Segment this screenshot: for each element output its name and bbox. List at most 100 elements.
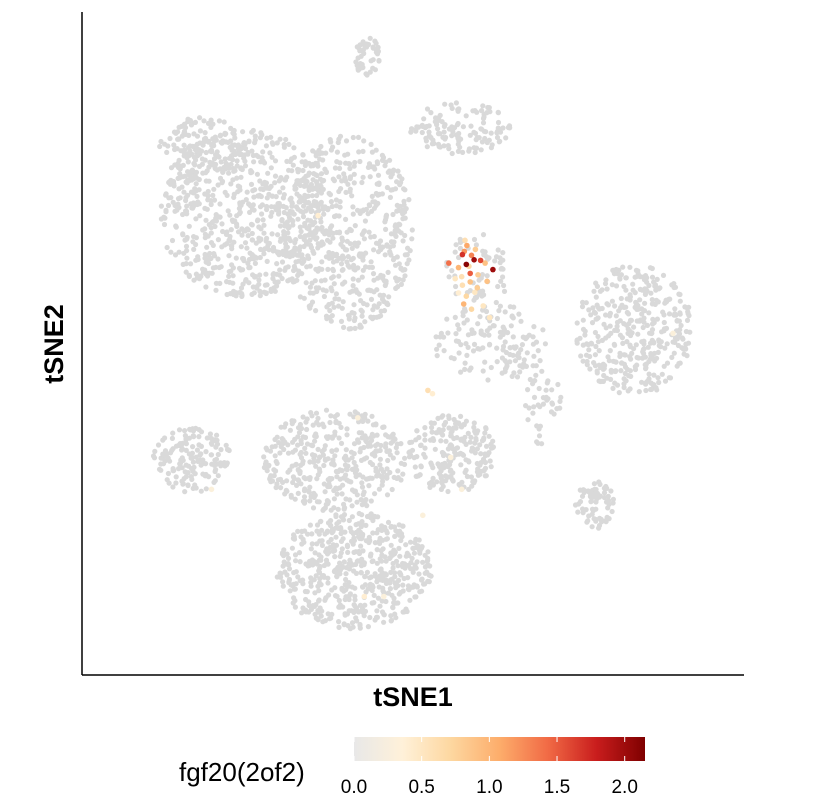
cell-point-2069 <box>551 411 557 417</box>
cell-point-2031 <box>664 360 671 366</box>
cell-point-3442 <box>581 489 587 496</box>
cell-point-1833 <box>617 353 623 359</box>
cell-point-1118 <box>311 234 317 240</box>
cell-point-2197 <box>366 483 372 489</box>
expressing-point-28 <box>455 264 462 271</box>
cell-point-1419 <box>421 116 427 122</box>
cell-point-1070 <box>337 204 343 210</box>
cell-point-2782 <box>193 454 199 460</box>
cell-point-3187 <box>383 558 389 564</box>
cell-point-3316 <box>312 611 318 617</box>
cell-point-426 <box>240 267 246 273</box>
cell-point-553 <box>168 249 174 255</box>
cell-point-1052 <box>402 232 408 239</box>
cell-point-59 <box>242 145 249 152</box>
cell-point-3158 <box>297 559 303 565</box>
cell-point-1448 <box>449 150 455 157</box>
cell-point-1089 <box>350 204 356 210</box>
cell-point-1244 <box>401 198 407 204</box>
cell-point-1296 <box>329 254 335 261</box>
expressing-point-17 <box>462 237 468 244</box>
cell-point-128 <box>263 143 269 149</box>
cell-point-1642 <box>520 334 526 340</box>
cell-point-39 <box>192 119 198 125</box>
cell-point-3437 <box>587 490 593 496</box>
cell-point-2150 <box>336 435 342 441</box>
cell-point-1989 <box>612 359 619 365</box>
cell-point-2543 <box>477 442 483 448</box>
cell-point-645 <box>272 204 278 210</box>
cell-point-1937 <box>607 323 613 329</box>
cell-point-1488 <box>452 249 458 255</box>
cell-point-2168 <box>272 453 278 459</box>
cell-point-1158 <box>350 255 356 261</box>
cell-point-727 <box>181 189 187 195</box>
cell-point-1606 <box>462 366 468 372</box>
cell-point-1299 <box>324 304 330 310</box>
cell-point-304 <box>219 178 226 184</box>
cell-point-1643 <box>456 326 462 332</box>
cell-point-3071 <box>388 613 394 619</box>
cell-point-2904 <box>372 540 378 546</box>
cell-point-760 <box>206 139 212 145</box>
cell-point-3367 <box>359 533 366 539</box>
cell-point-3350 <box>422 564 428 570</box>
cell-point-2607 <box>481 435 487 441</box>
cell-point-2658 <box>483 425 489 431</box>
cell-point-1308 <box>398 281 404 287</box>
cell-point-1854 <box>642 300 648 306</box>
cell-point-1951 <box>623 304 629 310</box>
cell-point-979 <box>351 262 357 268</box>
cell-point-3259 <box>308 579 314 586</box>
cell-point-1265 <box>390 187 396 193</box>
cell-point-1224 <box>323 150 329 156</box>
cell-point-1147 <box>321 177 327 184</box>
cell-point-1236 <box>313 266 319 272</box>
cell-point-2426 <box>271 467 277 473</box>
cell-point-599 <box>202 191 208 197</box>
cell-point-3189 <box>367 581 373 588</box>
cell-point-738 <box>272 173 279 179</box>
cell-point-3310 <box>308 560 314 566</box>
cell-point-1473 <box>471 236 478 243</box>
cell-point-1278 <box>283 253 289 259</box>
cell-point-3341 <box>290 600 296 606</box>
cell-point-2018 <box>637 297 643 303</box>
cell-point-2740 <box>213 456 220 462</box>
cell-point-2388 <box>329 448 335 454</box>
cell-point-1548 <box>521 357 527 363</box>
cell-point-1641 <box>465 332 471 338</box>
cell-point-3361 <box>414 559 420 565</box>
cell-point-536 <box>204 244 210 250</box>
cell-point-503 <box>183 261 189 267</box>
cell-point-1685 <box>596 348 602 354</box>
cell-point-2385 <box>384 492 391 498</box>
cell-point-3290 <box>314 561 320 567</box>
cell-point-948 <box>338 318 345 324</box>
cell-point-2762 <box>190 444 196 450</box>
cell-point-1229 <box>293 181 299 187</box>
cell-point-1110 <box>371 247 377 253</box>
cell-point-1455 <box>441 143 447 149</box>
cell-point-1646 <box>530 341 537 347</box>
cell-point-2015 <box>661 319 667 326</box>
cell-point-2434 <box>282 439 288 445</box>
cell-point-2628 <box>407 452 413 458</box>
cell-point-652 <box>182 151 188 157</box>
cell-point-3096 <box>388 542 394 548</box>
cell-point-2703 <box>176 427 183 433</box>
cell-point-1915 <box>633 342 639 348</box>
cell-point-2019 <box>593 316 599 322</box>
cell-point-2260 <box>315 472 321 478</box>
cell-point-38 <box>172 146 178 153</box>
cell-point-3186 <box>377 603 383 609</box>
cell-point-813 <box>402 273 408 279</box>
cell-point-442 <box>273 194 279 200</box>
cell-point-3185 <box>374 547 380 553</box>
cell-point-1189 <box>384 243 390 249</box>
cell-point-3304 <box>357 621 363 628</box>
cell-point-3116 <box>338 526 344 532</box>
cell-point-2688 <box>173 480 179 486</box>
cell-point-1921 <box>663 297 669 303</box>
cell-point-3479 <box>373 40 379 46</box>
